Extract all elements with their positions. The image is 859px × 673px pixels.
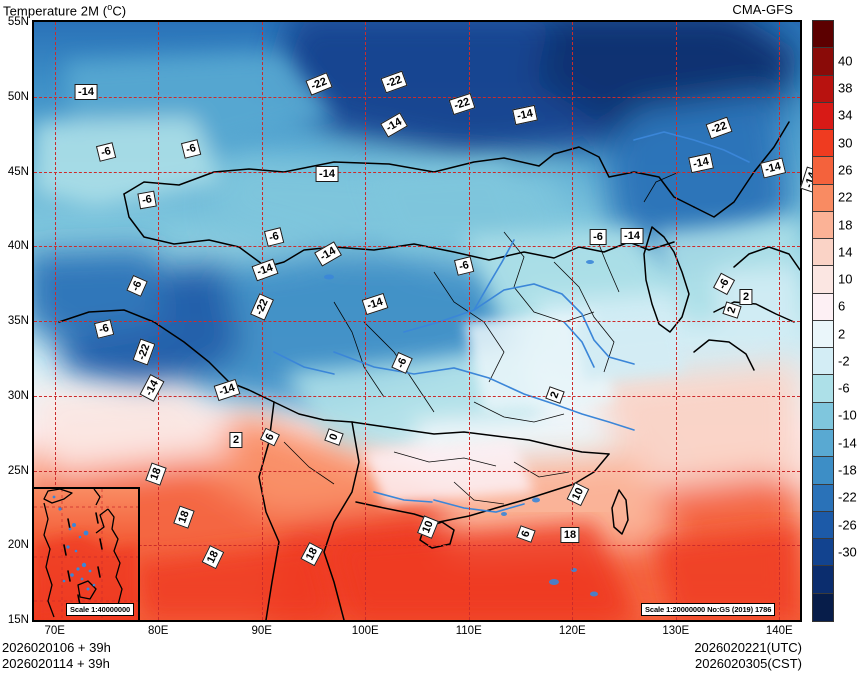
colorbar-segment (813, 75, 833, 103)
lat-tick-30N: 30N (7, 389, 29, 402)
colorbar-segment (813, 130, 833, 158)
colorbar-tick-2: 2 (838, 326, 846, 342)
lat-tick-20N: 20N (7, 539, 29, 552)
colorbar-segment (813, 375, 833, 403)
inset-scale-badge: Scale 1:40000000 (66, 603, 135, 616)
colorbar-segment (813, 511, 833, 540)
contour-label: 2 (739, 289, 753, 305)
colorbar-tick-34: 34 (838, 107, 853, 123)
lat-tick-50N: 50N (7, 90, 29, 103)
footer-init-cst: 2026020114 + 39h (2, 656, 110, 671)
lat-tick-15N: 15N (7, 614, 29, 626)
colorbar-segment (813, 48, 833, 76)
footer-valid-utc: 2026020221(UTC) (694, 640, 802, 655)
colorbar-tick--18: -18 (838, 462, 857, 478)
colorbar-tick-18: 18 (838, 217, 853, 233)
colorbar-segment (813, 593, 833, 621)
lat-tick-35N: 35N (7, 315, 29, 327)
footer-init-utc: 2026020106 + 39h (2, 640, 111, 655)
page-title: Temperature 2M (oC) (3, 2, 126, 18)
lat-tick-55N: 55N (7, 16, 29, 28)
colorbar-tick--10: -10 (838, 407, 857, 423)
colorbar-tick--2: -2 (838, 353, 850, 369)
colorbar-tick-26: 26 (838, 162, 853, 178)
colorbar-segment (813, 457, 833, 485)
colorbar-segment (813, 402, 833, 430)
page-title-text: Temperature 2M ( (3, 3, 108, 19)
contour-label: -6 (137, 190, 157, 210)
colorbar-segment (813, 211, 833, 240)
colorbar-segment (813, 157, 833, 185)
colorbar-tick-30: 30 (838, 135, 853, 151)
colorbar-segment (813, 348, 833, 376)
colorbar-segment (813, 320, 833, 349)
south-china-sea-inset (32, 487, 140, 622)
inset-map-svg (34, 489, 138, 620)
contour-label: -6 (589, 229, 607, 245)
colorbar-tick--26: -26 (838, 517, 857, 533)
colorbar-segment (813, 429, 833, 458)
colorbar-tick--30: -30 (838, 544, 857, 560)
lon-tick-140E: 140E (765, 625, 793, 637)
contour-label: -14 (74, 84, 98, 100)
colorbar-tick--6: -6 (838, 380, 850, 396)
colorbar-segment (813, 566, 833, 594)
model-label: CMA-GFS (732, 2, 793, 17)
colorbar (812, 20, 834, 622)
lat-tick-40N: 40N (7, 240, 29, 253)
page-title-units: C) (112, 3, 127, 19)
colorbar-tick--14: -14 (838, 435, 857, 451)
colorbar-tick-10: 10 (838, 271, 853, 287)
colorbar-tick-38: 38 (838, 80, 853, 96)
colorbar-tick-6: 6 (838, 298, 846, 314)
lon-tick-90E: 90E (251, 625, 272, 637)
colorbar-segment (813, 539, 833, 567)
colorbar-segment (813, 484, 833, 512)
colorbar-tick-22: 22 (838, 189, 853, 205)
degree-symbol: o (107, 2, 113, 12)
colorbar-segment (813, 184, 833, 212)
map-scale-badge: Scale 1:20000000 No:GS (2019) 1786 (641, 603, 776, 616)
lon-tick-70E: 70E (44, 625, 65, 637)
footer-valid-cst: 2026020305(CST) (695, 656, 802, 671)
colorbar-segment (813, 266, 833, 294)
lon-tick-100E: 100E (351, 625, 379, 637)
colorbar-tick--22: -22 (838, 489, 857, 505)
contour-label: 2 (229, 432, 243, 448)
colorbar-segment (813, 239, 833, 267)
colorbar-segment (813, 21, 833, 49)
colorbar-tick-14: 14 (838, 244, 853, 260)
lon-tick-80E: 80E (147, 625, 169, 637)
contour-label: 18 (560, 527, 580, 543)
lon-tick-110E: 110E (455, 625, 482, 637)
colorbar-tick-40: 40 (838, 53, 853, 69)
lat-tick-45N: 45N (7, 165, 29, 178)
colorbar-segment (813, 102, 833, 131)
lon-tick-130E: 130E (662, 625, 690, 637)
colorbar-segment (813, 293, 833, 321)
lon-tick-120E: 120E (558, 625, 586, 637)
lat-tick-25N: 25N (7, 464, 29, 477)
contour-label: -14 (315, 166, 339, 182)
contour-label: -14 (620, 228, 644, 244)
